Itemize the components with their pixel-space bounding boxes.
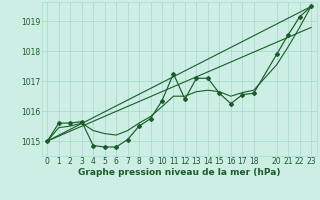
X-axis label: Graphe pression niveau de la mer (hPa): Graphe pression niveau de la mer (hPa) bbox=[78, 168, 280, 177]
